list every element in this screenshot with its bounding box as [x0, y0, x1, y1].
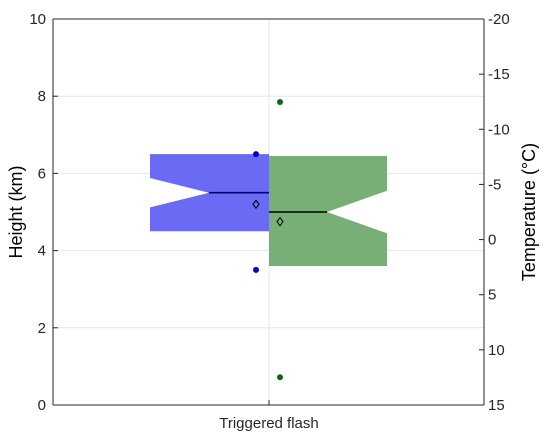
y-left-tick-label-8: 8: [38, 88, 46, 105]
box-series-2: [269, 156, 387, 267]
y-left-tick-label-6: 6: [38, 165, 46, 182]
y-right-tick-label--15: -15: [488, 66, 510, 83]
axes: [52, 18, 485, 406]
y-right-tick-label--20: -20: [488, 11, 510, 28]
y-left-tick-label-4: 4: [38, 243, 46, 260]
y-left-tick-label-2: 2: [38, 320, 46, 337]
y-axis-title-right: Temperature (°C): [519, 143, 539, 281]
outlier-point-series-2-2: [277, 374, 283, 381]
outlier-point-series-1-2: [253, 266, 259, 273]
mean-marker-series-1: [252, 199, 260, 210]
y-left-tick-label-10: 10: [29, 11, 46, 28]
y-right-tick-label--10: -10: [488, 121, 510, 138]
box-layer: [150, 98, 387, 381]
y-left-tick-label-0: 0: [38, 397, 46, 414]
tick-labels: 0 2 4 6 8 10 15 10 5 0 -5 -10 -15 -20: [29, 11, 509, 414]
mean-marker-series-2: [276, 216, 284, 227]
y-right-tick-label-10: 10: [488, 342, 505, 359]
x-tick-label-triggered-flash: Triggered flash: [219, 415, 319, 432]
y-right-tick-label--5: -5: [488, 176, 501, 193]
outlier-point-series-2-1: [277, 98, 283, 105]
y-axis-title-left: Height (km): [6, 165, 26, 258]
y-right-tick-label-0: 0: [488, 232, 496, 249]
y-right-tick-label-15: 15: [488, 397, 505, 414]
outlier-point-series-1-1: [253, 151, 259, 158]
y-right-tick-label-5: 5: [488, 287, 496, 304]
